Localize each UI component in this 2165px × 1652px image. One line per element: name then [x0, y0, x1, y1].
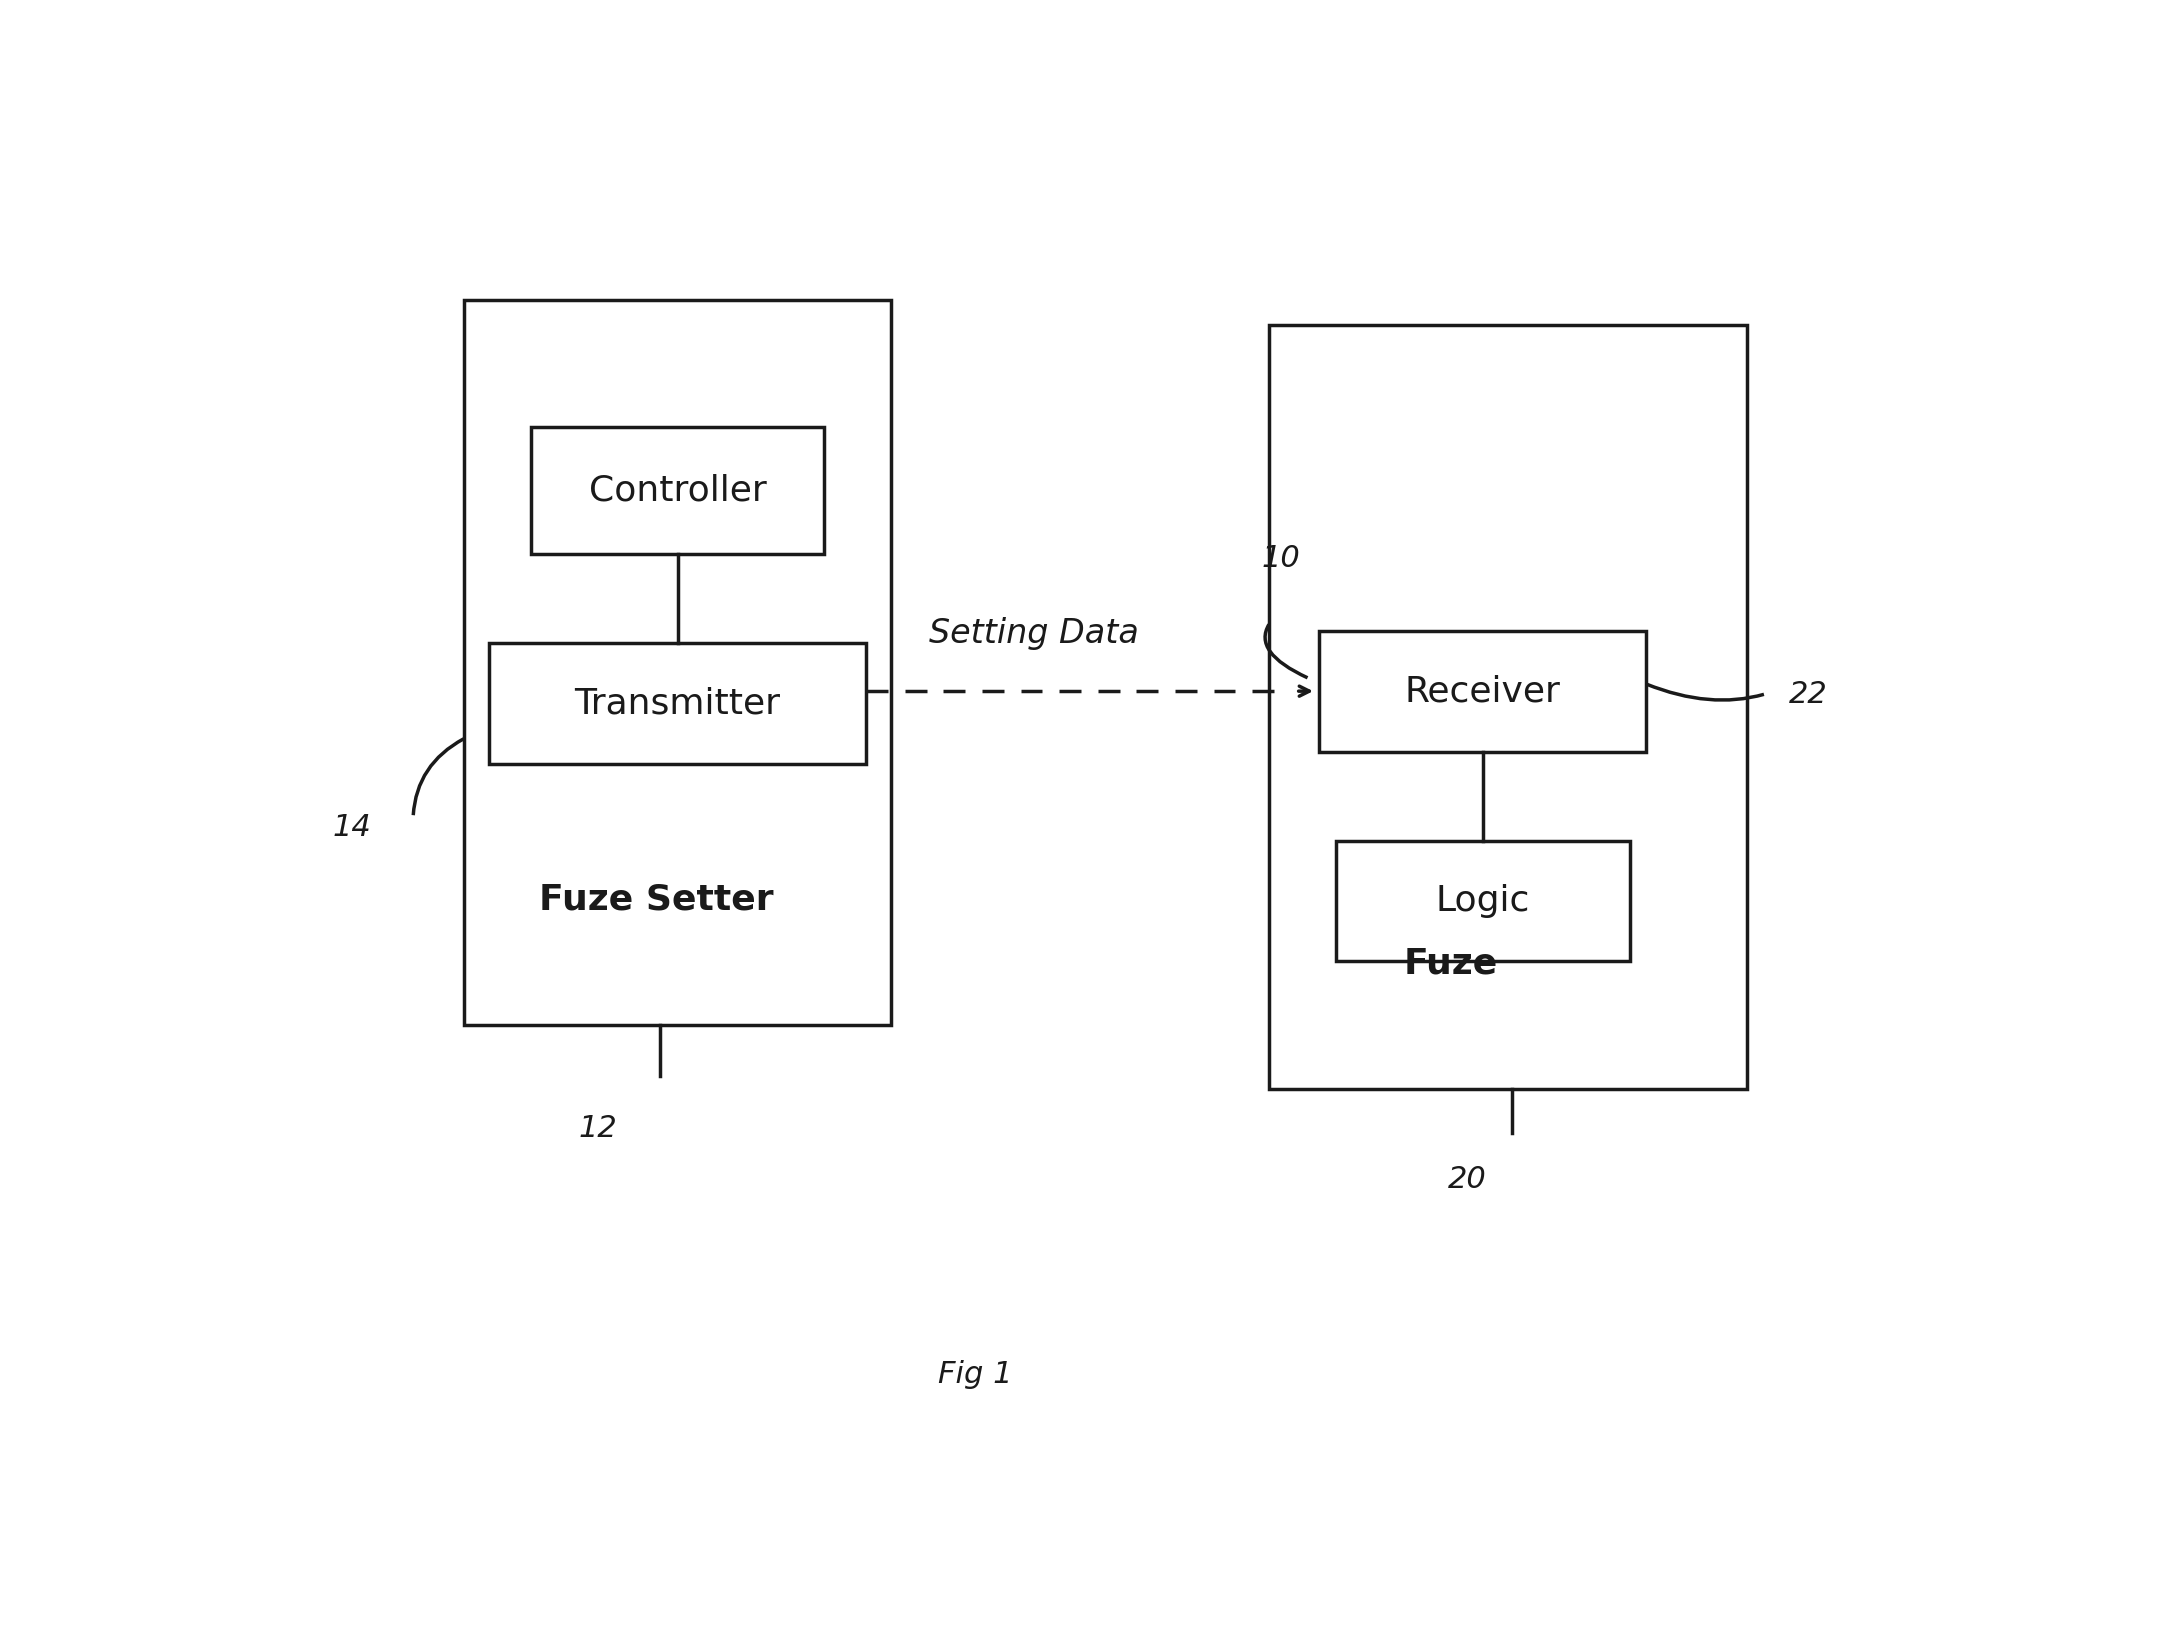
Text: Fuze: Fuze [1403, 947, 1498, 981]
Bar [1336, 841, 1630, 961]
Text: 10: 10 [1262, 545, 1299, 573]
Text: Logic: Logic [1435, 884, 1531, 919]
Bar [463, 301, 892, 1024]
Text: Setting Data: Setting Data [929, 616, 1139, 649]
Text: 14: 14 [333, 813, 372, 843]
Text: 20: 20 [1448, 1165, 1487, 1194]
Text: Transmitter: Transmitter [574, 687, 782, 720]
Text: Fuze Setter: Fuze Setter [539, 882, 773, 917]
Text: Controller: Controller [589, 474, 766, 507]
Text: Fig 1: Fig 1 [937, 1360, 1013, 1389]
Bar [1269, 325, 1747, 1089]
Bar [489, 643, 866, 765]
Text: 22: 22 [1788, 681, 1827, 709]
Bar [1318, 631, 1648, 752]
Bar [530, 428, 825, 555]
Text: Receiver: Receiver [1405, 674, 1561, 709]
Text: 12: 12 [578, 1113, 617, 1143]
